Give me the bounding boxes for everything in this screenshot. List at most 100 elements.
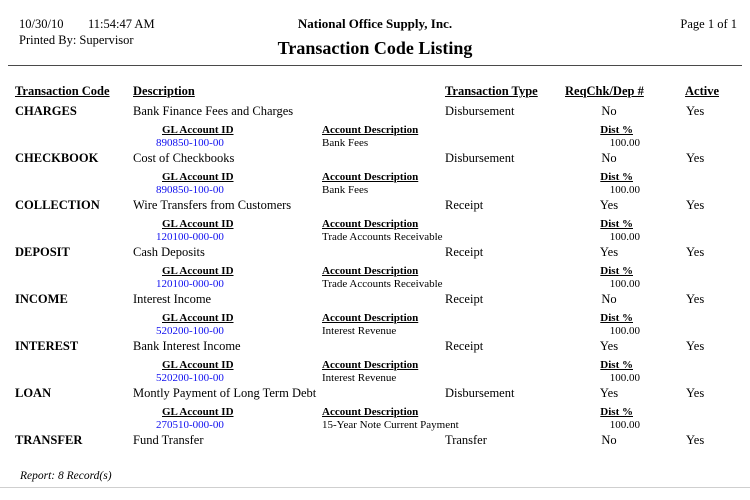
gl-account-id-link[interactable]: 120100-000-00 [156,278,224,290]
reqchk-value: No [601,151,617,165]
printed-by-value: Supervisor [79,33,134,47]
transaction-code: CHECKBOOK [15,151,99,165]
column-header-description: Description [133,84,195,98]
record-count-note: Report: 8 Record(s) [20,470,112,482]
column-header-transaction-code: Transaction Code [15,84,110,98]
table-row: DEPOSIT Cash Deposits Receipt Yes Yes GL… [0,245,750,292]
transaction-description: Wire Transfers from Customers [133,198,292,212]
gl-account-id-header: GL Account ID [162,406,234,418]
page-bottom-divider [0,487,750,488]
reqchk-value: Yes [599,198,619,212]
dist-pct-header: Dist % [600,218,633,230]
transaction-type: Disbursement [445,386,515,400]
transaction-type: Disbursement [445,104,515,118]
company-name: National Office Supply, Inc. [297,16,453,31]
gl-account-id-link[interactable]: 890850-100-00 [156,137,224,149]
printed-by-label: Printed By: [19,33,77,47]
gl-account-id-header: GL Account ID [162,312,234,324]
column-header-active: Active [685,84,720,98]
active-value: Yes [686,339,705,353]
transaction-code: LOAN [15,386,52,400]
transaction-code: TRANSFER [15,433,83,447]
active-value: Yes [686,245,705,259]
gl-account-id-header: GL Account ID [162,124,234,136]
dist-pct-value: 100.00 [609,419,640,431]
dist-pct-value: 100.00 [609,278,640,290]
table-row: INTEREST Bank Interest Income Receipt Ye… [0,339,750,386]
transaction-description: Bank Interest Income [133,339,241,353]
account-description-header: Account Description [322,171,419,183]
dist-pct-value: 100.00 [609,372,640,384]
transaction-code: CHARGES [15,104,77,118]
column-header-reqchk-dep: ReqChk/Dep # [565,84,644,98]
account-description-header: Account Description [322,124,419,136]
transaction-code: DEPOSIT [15,245,70,259]
transaction-code: COLLECTION [15,198,100,212]
dist-pct-value: 100.00 [609,325,640,337]
gl-account-id-header: GL Account ID [162,218,234,230]
reqchk-value: Yes [599,339,619,353]
account-description-value: Interest Revenue [322,325,397,337]
table-row: INCOME Interest Income Receipt No Yes GL… [0,292,750,339]
account-description-value: Bank Fees [322,137,369,149]
transaction-description: Montly Payment of Long Term Debt [133,386,317,400]
dist-pct-value: 100.00 [609,137,640,149]
account-description-value: Interest Revenue [322,372,397,384]
dist-pct-value: 100.00 [609,231,640,243]
reqchk-value: Yes [599,386,619,400]
gl-account-id-link[interactable]: 270510-000-00 [156,419,224,431]
reqchk-value: No [601,104,617,118]
account-description-header: Account Description [322,359,419,371]
gl-account-id-link[interactable]: 520200-100-00 [156,325,224,337]
transaction-type: Receipt [445,292,484,306]
account-description-header: Account Description [322,312,419,324]
dist-pct-header: Dist % [600,312,633,324]
gl-account-id-header: GL Account ID [162,265,234,277]
report-title: Transaction Code Listing [277,38,473,58]
report-date: 10/30/10 [19,17,64,31]
transaction-type: Receipt [445,339,484,353]
transaction-description: Fund Transfer [133,433,204,447]
dist-pct-header: Dist % [600,171,633,183]
account-description-value: Trade Accounts Receivable [322,278,443,290]
transaction-description: Cash Deposits [133,245,205,259]
account-description-value: Bank Fees [322,184,369,196]
reqchk-value: No [601,433,617,447]
dist-pct-header: Dist % [600,406,633,418]
active-value: Yes [686,198,705,212]
page-indicator: Page 1 of 1 [680,17,737,31]
account-description-header: Account Description [322,406,419,418]
gl-account-id-link[interactable]: 890850-100-00 [156,184,224,196]
table-row: LOAN Montly Payment of Long Term Debt Di… [0,386,750,433]
dist-pct-header: Dist % [600,359,633,371]
table-row: CHECKBOOK Cost of Checkbooks Disbursemen… [0,151,750,198]
gl-account-id-header: GL Account ID [162,171,234,183]
gl-account-id-header: GL Account ID [162,359,234,371]
transaction-type: Receipt [445,198,484,212]
account-description-header: Account Description [322,265,419,277]
transaction-type: Receipt [445,245,484,259]
table-row: COLLECTION Wire Transfers from Customers… [0,198,750,245]
reqchk-value: No [601,292,617,306]
transaction-type: Transfer [445,433,487,447]
transaction-description: Cost of Checkbooks [133,151,235,165]
table-row: CHARGES Bank Finance Fees and Charges Di… [0,104,750,151]
gl-account-id-link[interactable]: 120100-000-00 [156,231,224,243]
account-description-value: Trade Accounts Receivable [322,231,443,243]
reqchk-value: Yes [599,245,619,259]
transaction-type: Disbursement [445,151,515,165]
transaction-description: Interest Income [133,292,212,306]
account-description-header: Account Description [322,218,419,230]
report-time: 11:54:47 AM [88,17,155,31]
transaction-code: INCOME [15,292,68,306]
active-value: Yes [686,433,705,447]
transaction-code: INTEREST [15,339,79,353]
dist-pct-value: 100.00 [609,184,640,196]
gl-account-id-link[interactable]: 520200-100-00 [156,372,224,384]
header-divider [8,65,742,66]
dist-pct-header: Dist % [600,265,633,277]
column-header-transaction-type: Transaction Type [445,84,538,98]
account-description-value: 15-Year Note Current Payment [322,419,459,431]
active-value: Yes [686,151,705,165]
